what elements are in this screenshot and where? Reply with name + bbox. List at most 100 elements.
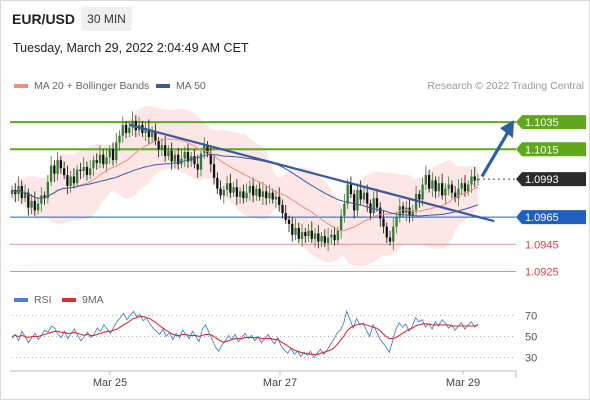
candle-body — [209, 153, 212, 165]
level-label-1.1035: 1.1035 — [525, 117, 559, 129]
candle-body — [203, 145, 206, 154]
candle-body — [33, 200, 36, 211]
candle-body — [476, 179, 480, 181]
candle-body — [353, 194, 356, 211]
level-label-1.0925: 1.0925 — [525, 266, 559, 278]
candle-body — [268, 192, 271, 199]
level-tag-1.1015 — [516, 142, 586, 157]
legend-rsi: RSI — [14, 294, 52, 306]
candle-body — [248, 185, 252, 193]
candle-body — [102, 154, 105, 165]
candle-body — [79, 169, 82, 171]
candle-body — [278, 196, 281, 205]
candle-body — [238, 191, 242, 197]
candle-body — [411, 210, 414, 216]
candle-body — [27, 192, 30, 208]
candle-body — [235, 187, 238, 197]
candle-body — [89, 168, 92, 176]
candle-body — [284, 213, 287, 220]
candle-body — [40, 195, 43, 204]
legend-rsi-label: RSI — [34, 294, 52, 306]
candle-body — [92, 160, 95, 169]
credit-label: Research © 2022 Trading Central — [427, 80, 584, 92]
candle-body — [98, 154, 102, 163]
ma20-swatch-icon — [14, 84, 28, 88]
rsi-tick-30: 30 — [525, 353, 537, 365]
candle-body — [271, 192, 274, 200]
candle-body — [323, 236, 326, 243]
legend-ma50-label: MA 50 — [176, 80, 206, 92]
legend-rsi-ma-label: 9MA — [82, 294, 104, 306]
rsi-ma-line — [11, 316, 479, 355]
candle-body — [59, 160, 63, 169]
candle-body — [95, 160, 98, 163]
candle-body — [320, 236, 323, 242]
candle-body — [160, 145, 164, 150]
candle-body — [245, 192, 248, 199]
candle-body — [300, 232, 304, 239]
overlay-layer — [11, 120, 514, 232]
candles-layer — [10, 111, 480, 252]
candle-body — [362, 192, 366, 200]
candle-body — [131, 120, 134, 128]
candle-body — [144, 128, 147, 133]
candle-body — [118, 135, 121, 143]
rsi-line — [11, 309, 479, 359]
candle-body — [343, 203, 346, 216]
candle-body — [297, 228, 300, 239]
level-label-1.0993: 1.0993 — [525, 174, 559, 186]
candle-body — [395, 217, 398, 227]
candle-body — [147, 128, 151, 138]
level-tag-1.0993 — [516, 172, 586, 187]
candle-body — [229, 183, 232, 193]
candle-body — [23, 192, 27, 199]
candle-body — [193, 156, 196, 165]
candle-body — [421, 184, 424, 200]
candle-body — [463, 183, 467, 192]
candle-body — [336, 230, 340, 241]
candle-body — [330, 234, 333, 238]
ma50-swatch-icon — [156, 84, 170, 88]
candle-body — [349, 184, 353, 195]
candle-body — [447, 184, 450, 189]
candle-body — [261, 191, 265, 197]
candle-body — [313, 233, 317, 239]
candle-body — [10, 190, 14, 195]
candle-body — [307, 230, 310, 237]
candle-body — [124, 124, 128, 133]
bollinger-band-layer — [12, 106, 478, 267]
candle-body — [359, 190, 362, 200]
candle-body — [242, 191, 245, 199]
projection-arrow-head-icon — [500, 120, 514, 139]
candle-body — [170, 150, 173, 162]
candle-body — [460, 183, 463, 189]
candle-body — [56, 160, 59, 174]
candle-body — [346, 184, 349, 204]
legend-rsi-ma: 9MA — [62, 294, 104, 306]
candle-body — [431, 180, 434, 189]
candle-body — [281, 204, 284, 214]
candle-body — [206, 145, 209, 154]
candle-body — [473, 176, 476, 181]
candle-body — [53, 165, 56, 174]
candle-body — [265, 191, 268, 199]
candle-body — [304, 232, 307, 237]
rsi-layer: 70 50 30 — [11, 309, 537, 365]
candle-body — [121, 124, 124, 136]
candle-body — [287, 219, 291, 224]
candle-body — [392, 226, 395, 242]
x-tick-label-0: Mar 25 — [93, 377, 127, 389]
candle-body — [82, 166, 85, 171]
timeframe-badge[interactable]: 30 MIN — [81, 7, 132, 31]
candle-body — [62, 168, 66, 176]
candle-body — [49, 165, 53, 182]
candle-body — [105, 157, 108, 165]
symbol-title: EUR/USD — [12, 11, 76, 27]
candle-body — [196, 164, 199, 170]
candle-body — [405, 207, 408, 214]
candle-body — [186, 152, 190, 162]
candle-body — [199, 153, 203, 170]
candle-body — [467, 184, 470, 192]
candle-body — [150, 131, 154, 138]
